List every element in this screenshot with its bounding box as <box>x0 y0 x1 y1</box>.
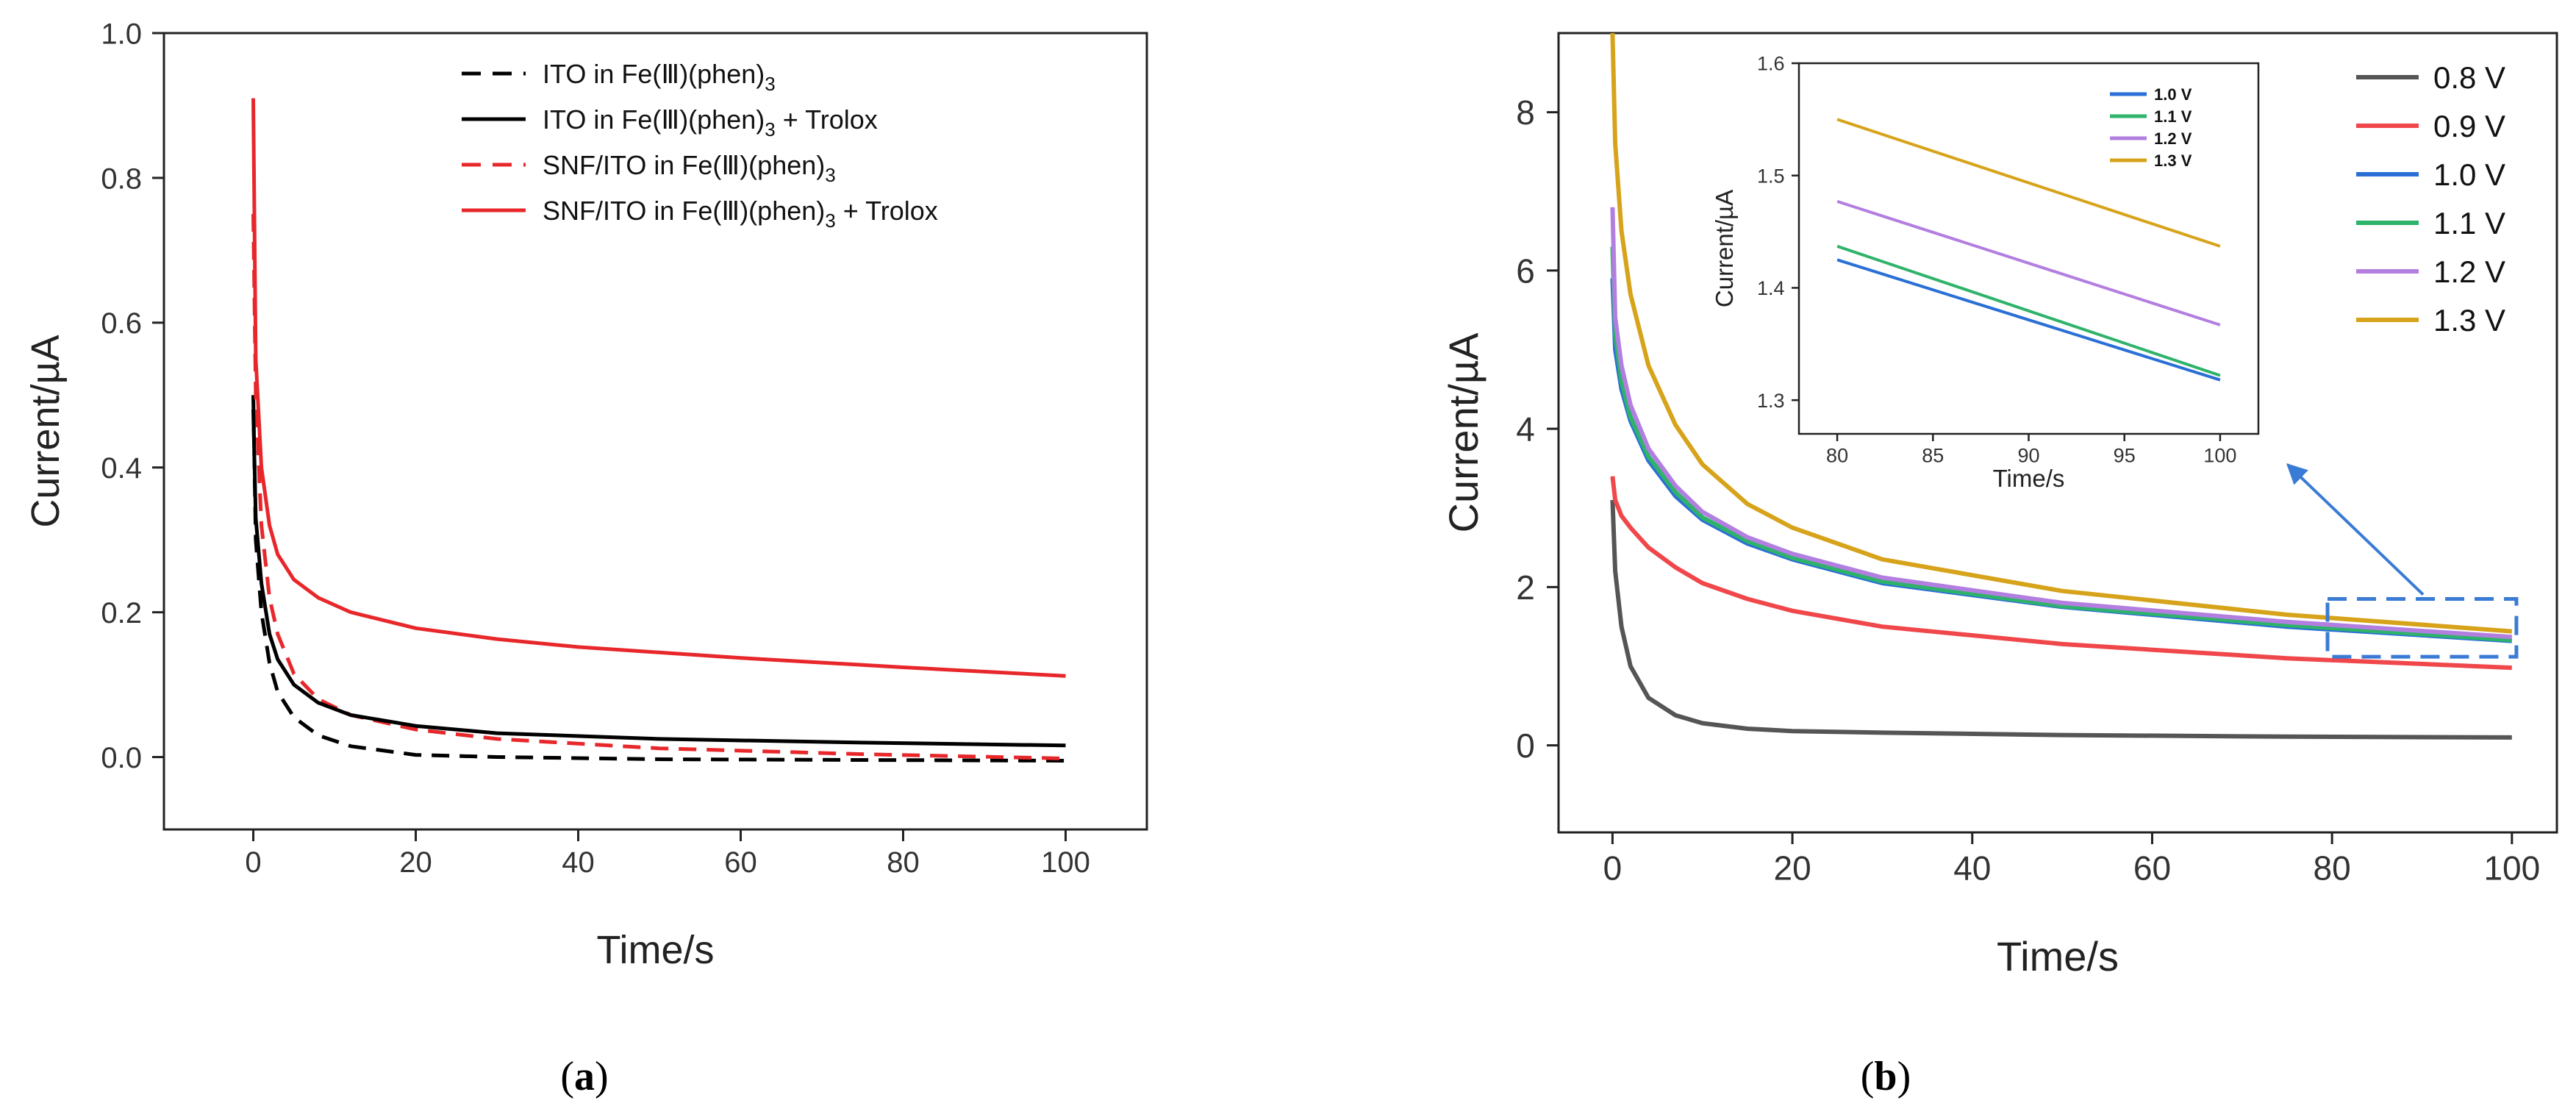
inset-legend-label: 1.1 V <box>2154 107 2192 126</box>
b-series-line-0 <box>1610 499 2512 740</box>
a-x-tick-label: 100 <box>1041 846 1090 879</box>
inset-series-line-1 <box>1836 245 2221 377</box>
a-y-tick-label: 0.4 <box>101 452 142 485</box>
inset-y-tick-label: 1.5 <box>1757 165 1785 187</box>
inset-legend-label: 1.0 V <box>2154 85 2192 104</box>
inset-y-tick-label: 1.3 <box>1757 390 1785 412</box>
inset-x-tick-label: 100 <box>2203 444 2236 466</box>
a-plot-frame <box>162 32 1148 831</box>
inset-legend-label: 1.3 V <box>2154 151 2192 170</box>
inset-y-tick-label: 1.6 <box>1757 53 1785 75</box>
b-x-tick-label: 40 <box>1953 849 1991 887</box>
b-y-tick-label: 2 <box>1516 568 1535 607</box>
a-x-tick-label: 80 <box>887 846 920 879</box>
inset-x-tick-label: 95 <box>2114 444 2136 466</box>
a-series-line-3 <box>251 98 1066 678</box>
a-series-line-2 <box>251 214 1066 760</box>
inset-y-tick-label: 1.4 <box>1757 277 1785 299</box>
panel-label-a: (a) <box>560 1054 608 1099</box>
inset-x-tick-label: 90 <box>2017 444 2039 466</box>
inset-x-tick-label: 85 <box>1922 444 1944 466</box>
a-y-tick-label: 0.6 <box>101 307 142 340</box>
b-series-line-5 <box>1610 32 2513 634</box>
a-y-tick-label: 0.0 <box>101 742 142 774</box>
inset-x-axis-label: Time/s <box>1993 465 2065 492</box>
a-x-tick-label: 0 <box>245 846 261 879</box>
chart-a: 0 20 40 60 80 100 0.0 0.2 0.4 0.6 0.8 1.0 Time/s Curr… <box>24 18 1148 972</box>
b-series-line-3 <box>1610 246 2513 643</box>
a-x-tick-label: 40 <box>562 846 595 879</box>
b-y-tick-label: 8 <box>1516 93 1535 132</box>
a-y-axis-label: Current/µA <box>24 335 68 527</box>
a-legend-label: ITO in Fe(Ⅲ)(phen)3 <box>543 59 776 95</box>
chart-b: 0 20 40 60 80 100 0 2 4 6 8 Time/s Current/µA 0.8 V 0.… <box>1440 32 2558 979</box>
b-legend-label: 0.8 V <box>2433 60 2505 95</box>
a-legend-label-sub: 3 <box>765 118 775 140</box>
a-legend-label: SNF/ITO in Fe(Ⅲ)(phen)3 <box>543 150 836 186</box>
inset-background <box>1797 62 2260 435</box>
a-series-line-0 <box>251 395 1066 763</box>
a-legend-label-sub: 3 <box>765 73 775 95</box>
a-x-tick-label: 60 <box>724 846 757 879</box>
b-y-tick-label: 6 <box>1516 251 1535 290</box>
b-legend-label: 1.3 V <box>2433 303 2505 338</box>
a-legend-label-sub: 3 <box>825 164 835 186</box>
b-x-tick-label: 80 <box>2314 849 2351 887</box>
inset-series-line-0 <box>1836 258 2221 382</box>
b-y-tick-label: 4 <box>1516 410 1535 449</box>
inset-x-tick-label: 80 <box>1826 444 1848 466</box>
inset-series-line-2 <box>1836 199 2221 326</box>
b-x-tick-label: 0 <box>1603 849 1622 887</box>
b-x-axis-label: Time/s <box>1997 933 2119 979</box>
inset-legend-label: 1.2 V <box>2154 129 2192 148</box>
a-y-tick-label: 1.0 <box>101 18 142 50</box>
panel-label-a-letter: a <box>574 1054 595 1099</box>
a-y-tick-label: 0.2 <box>101 597 142 629</box>
a-legend-label-sub: 3 <box>825 210 835 232</box>
a-legend-label: SNF/ITO in Fe(Ⅲ)(phen)3 + Trolox <box>543 196 938 232</box>
a-legend-label-suffix: + Trolox <box>776 104 878 135</box>
a-legend-label-name: ITO in Fe(Ⅲ)(phen) <box>543 104 765 135</box>
a-legend-label-name: SNF/ITO in Fe(Ⅲ)(phen) <box>543 150 825 180</box>
inset-series-line-3 <box>1836 118 2221 248</box>
b-x-tick-label: 20 <box>1774 849 1811 887</box>
a-series-line-1 <box>251 409 1066 748</box>
a-legend-label-name: ITO in Fe(Ⅲ)(phen) <box>543 59 765 89</box>
b-plot-frame <box>1557 32 2558 834</box>
panel-label-b: (b) <box>1861 1054 1911 1099</box>
b-x-tick-label: 60 <box>2133 849 2171 887</box>
a-legend-label-suffix: + Trolox <box>836 196 938 226</box>
b-legend-label: 1.1 V <box>2433 206 2505 240</box>
b-y-axis-label: Current/µA <box>1440 332 1486 533</box>
a-x-tick-label: 20 <box>399 846 432 879</box>
b-series-line-1 <box>1610 476 2512 671</box>
b-y-tick-label: 0 <box>1516 727 1535 765</box>
b-series-line-4 <box>1610 207 2513 640</box>
inset-y-axis-label: Current/µA <box>1711 190 1738 307</box>
b-x-tick-label: 100 <box>2483 849 2540 887</box>
a-legend-label: ITO in Fe(Ⅲ)(phen)3 + Trolox <box>543 104 878 140</box>
b-zoom-arrow <box>2286 463 2425 596</box>
b-legend-label: 1.0 V <box>2433 157 2505 192</box>
a-legend-label-name: SNF/ITO in Fe(Ⅲ)(phen) <box>543 196 825 226</box>
panel-label-b-letter: b <box>1874 1054 1897 1099</box>
b-zoom-box <box>2325 597 2519 659</box>
b-legend-label: 0.9 V <box>2433 109 2505 143</box>
b-legend-label: 1.2 V <box>2433 254 2505 289</box>
a-y-tick-label: 0.8 <box>101 163 142 195</box>
a-x-axis-label: Time/s <box>597 928 715 972</box>
